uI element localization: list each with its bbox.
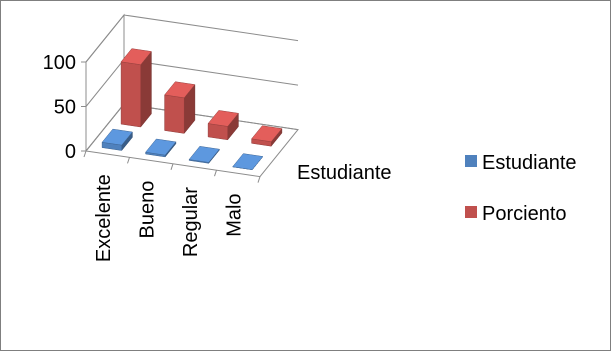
bar-top [232, 153, 264, 170]
y-tick-label: 0 [65, 141, 76, 163]
y-axis-ticks: 0 50 100 [43, 52, 86, 163]
legend: Estudiante Porciento [465, 152, 577, 225]
x-tick-mark [214, 170, 217, 177]
bar [145, 138, 177, 158]
x-category-label: Regular [180, 187, 202, 257]
bars [101, 48, 283, 170]
legend-swatch [465, 155, 477, 167]
x-axis-categories: Excelente Bueno Regular Malo [83, 150, 261, 262]
legend-item: Porciento [465, 203, 567, 225]
x-tick-mark [83, 150, 87, 158]
bar [251, 125, 283, 147]
x-tick-mark [127, 157, 130, 164]
legend-label: Porciento [482, 203, 567, 225]
bar [164, 81, 196, 135]
y-tick-label: 50 [54, 97, 76, 119]
bar-top [207, 110, 239, 127]
bar [232, 153, 264, 170]
x-tick-mark [257, 176, 261, 183]
bar-top [188, 146, 220, 163]
bar-top [251, 125, 283, 142]
legend-swatch [465, 206, 477, 218]
bar [188, 146, 220, 165]
bar-top [120, 48, 152, 65]
bar [120, 48, 152, 128]
bar-front [164, 94, 185, 134]
bar [101, 128, 133, 152]
bar-top [145, 138, 177, 156]
x-category-label: Malo [223, 193, 245, 236]
bar [207, 110, 239, 141]
y-tick-label: 100 [43, 52, 76, 74]
legend-item: Estudiante [465, 152, 577, 174]
bar-top [164, 81, 196, 99]
bar-top [101, 128, 133, 146]
gridline [85, 14, 299, 63]
legend-label: Estudiante [482, 152, 577, 174]
x-category-label: Bueno [136, 181, 158, 239]
bar-front [120, 61, 141, 128]
x-category-label: Excelente [93, 174, 115, 262]
depth-axis-label: Estudiante [297, 162, 392, 184]
x-tick-mark [170, 163, 174, 170]
